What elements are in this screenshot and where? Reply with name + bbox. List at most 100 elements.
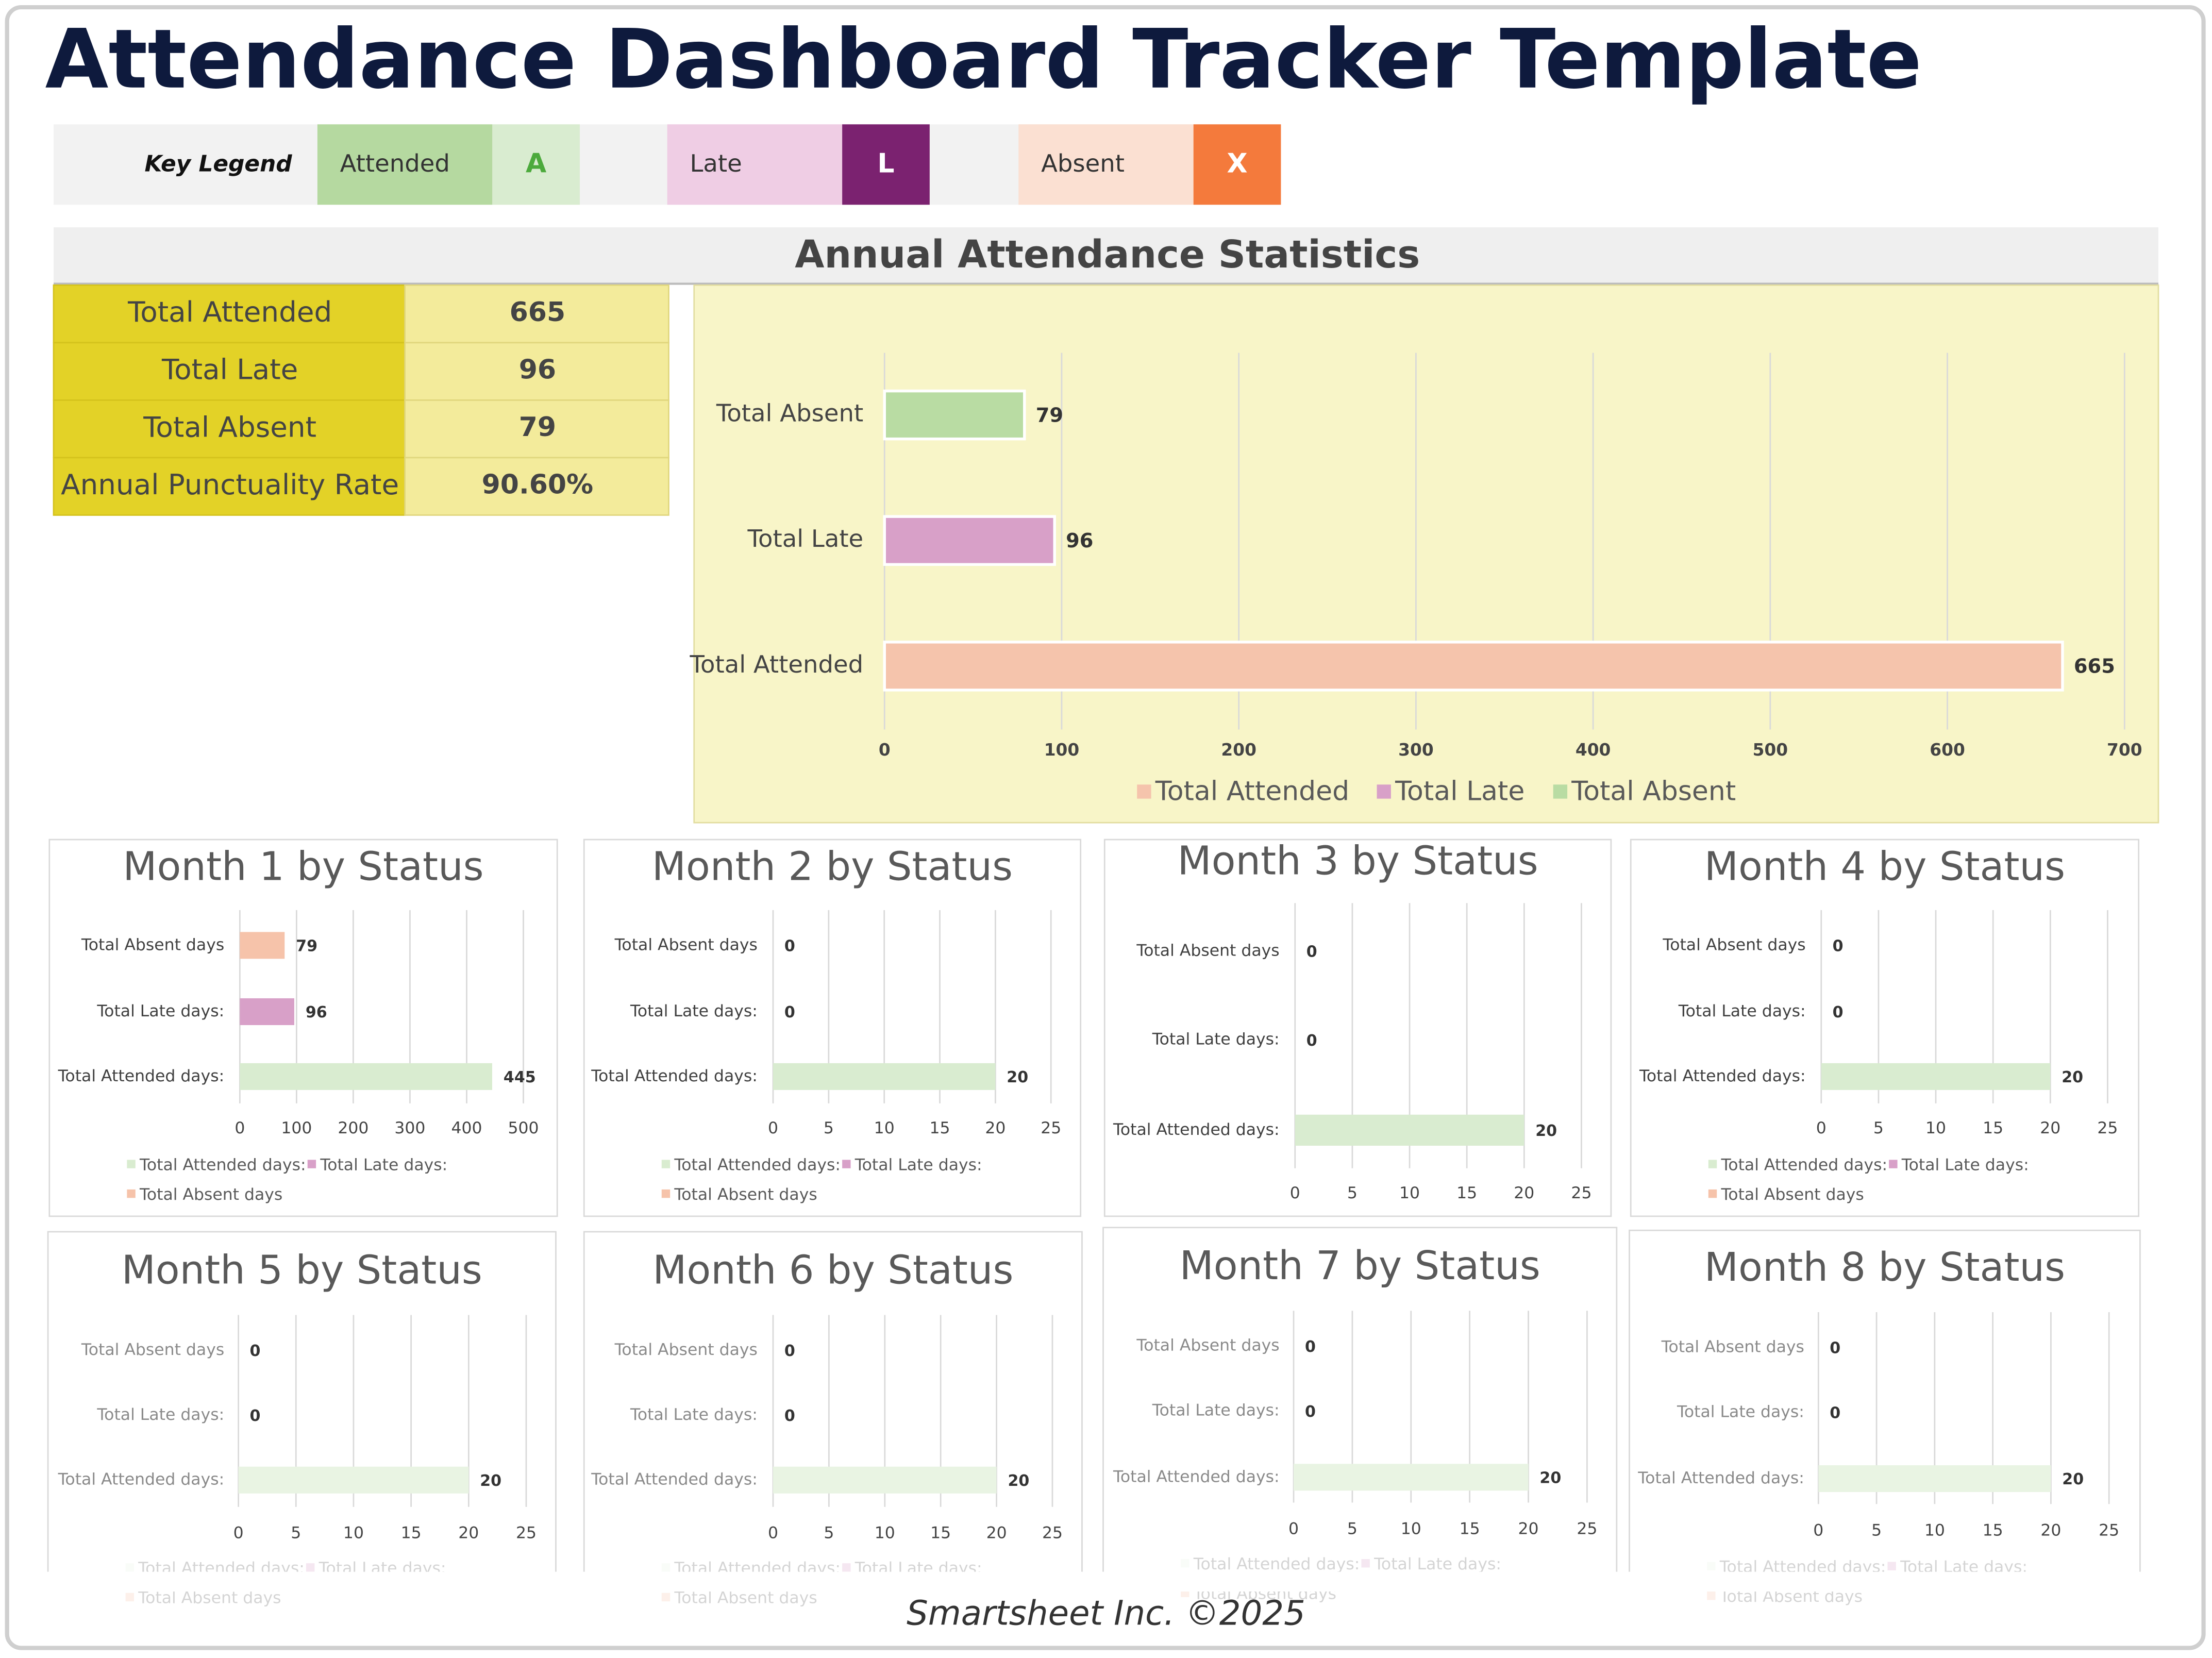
x-tick-label: 0 — [233, 1524, 244, 1543]
legend-marker — [842, 1160, 851, 1168]
page-title: Attendance Dashboard Tracker Template — [45, 12, 1922, 107]
footer: Smartsheet Inc. ©2025 — [907, 1594, 1305, 1633]
legend-entry: Total Late days: — [1901, 1155, 2029, 1174]
value-label: 20 — [480, 1472, 501, 1490]
x-tick-label: 5 — [291, 1524, 301, 1543]
value-label: 20 — [1008, 1472, 1029, 1490]
x-tick-label: 5 — [824, 1524, 834, 1543]
bar — [1821, 1063, 2051, 1090]
x-tick-label: 0 — [768, 1524, 778, 1543]
legend-marker — [1887, 1562, 1896, 1570]
category-label: Total Attended days: — [1637, 1469, 1804, 1487]
x-tick-label: 5 — [824, 1119, 834, 1137]
chart-title: Month 5 by Status — [122, 1247, 482, 1293]
x-tick-label: 200 — [338, 1119, 368, 1137]
x-tick-label: 600 — [1930, 740, 1965, 760]
legend-code-cell — [1193, 124, 1281, 205]
bar — [238, 1466, 469, 1494]
x-tick-label: 500 — [1753, 740, 1788, 760]
category-label: Total Late days: — [630, 1002, 758, 1020]
x-tick-label: 15 — [1456, 1184, 1477, 1202]
legend-name-cell — [1018, 124, 1194, 205]
x-tick-label: 5 — [1347, 1184, 1358, 1202]
x-tick-label: 20 — [1518, 1520, 1539, 1538]
stats-value-cell — [404, 342, 669, 401]
category-label: Total Absent days — [614, 1341, 758, 1359]
legend-name-cell — [317, 124, 493, 205]
category-label: Total Absent days — [1661, 1337, 1804, 1356]
x-tick-label: 0 — [1290, 1184, 1300, 1202]
category-label: Total Attended days: — [58, 1067, 225, 1085]
x-tick-label: 20 — [2040, 1119, 2060, 1137]
legend-entry: Total Late — [1395, 776, 1524, 807]
category-label: Total Late days: — [96, 1002, 224, 1020]
bar — [773, 1063, 996, 1090]
stats-value: 96 — [519, 355, 556, 386]
x-tick-label: 15 — [401, 1524, 422, 1543]
stats-title: Annual Attendance Statistics — [795, 232, 1420, 277]
stats-value: 79 — [519, 412, 556, 443]
category-label: Total Late days: — [1152, 1030, 1280, 1049]
value-label: 79 — [1036, 404, 1063, 427]
bar — [773, 1466, 997, 1494]
value-label: 0 — [784, 1342, 795, 1360]
category-label: Total Absent days — [81, 935, 224, 954]
bar — [1295, 1114, 1524, 1146]
legend-entry: Total Attended days: — [674, 1155, 841, 1174]
x-tick-label: 5 — [1871, 1521, 1882, 1539]
x-tick-label: 15 — [1983, 1119, 2003, 1137]
value-label: 20 — [1535, 1122, 1557, 1140]
x-tick-label: 15 — [1983, 1521, 2003, 1539]
legend-entry: Total Late days: — [320, 1155, 447, 1174]
legend-code-cell — [492, 124, 580, 205]
x-tick-label: 0 — [1816, 1119, 1826, 1137]
x-tick-label: 10 — [1924, 1521, 1945, 1539]
stats-label: Annual Punctuality Rate — [61, 468, 399, 501]
value-label: 20 — [1007, 1068, 1028, 1086]
category-label: Total Late days: — [1678, 1002, 1806, 1020]
bar — [883, 515, 1056, 566]
bar — [240, 998, 294, 1025]
legend-marker — [307, 1160, 316, 1168]
legend-name: Absent — [1041, 149, 1125, 177]
x-tick-label: 25 — [2097, 1119, 2118, 1137]
x-tick-label: 400 — [1576, 740, 1611, 760]
value-label: 0 — [784, 1407, 795, 1425]
value-label: 0 — [1305, 1338, 1316, 1356]
legend-entry: Total Attended days: — [1720, 1155, 1887, 1174]
bar — [240, 1063, 492, 1090]
legend-code: A — [526, 148, 546, 179]
chart-title: Month 6 by Status — [652, 1247, 1013, 1293]
legend-marker — [1708, 1189, 1717, 1198]
legend-marker — [1361, 1559, 1370, 1568]
chart-panel — [1103, 839, 1612, 1217]
legend-entry: Total Absent days — [674, 1185, 817, 1204]
value-label: 0 — [1833, 937, 1844, 956]
category-label: Total Late days: — [1677, 1402, 1804, 1421]
legend-entry: Total Late days: — [1373, 1555, 1501, 1573]
category-label: Total Late days: — [96, 1405, 224, 1424]
value-label: 0 — [1833, 1003, 1844, 1021]
value-label: 445 — [504, 1068, 536, 1086]
legend-marker — [1707, 1562, 1716, 1570]
value-label: 0 — [1306, 1032, 1317, 1050]
stats-value-cell — [404, 399, 669, 459]
stats-label-cell — [53, 284, 406, 344]
x-tick-label: 400 — [451, 1119, 482, 1137]
legend-name: Attended — [340, 149, 450, 177]
x-tick-label: 20 — [1514, 1184, 1534, 1202]
legend-marker — [842, 1563, 851, 1572]
stats-value: 665 — [510, 297, 566, 328]
legend-marker — [125, 1563, 135, 1572]
value-label: 0 — [1306, 943, 1317, 961]
legend-marker — [306, 1563, 315, 1572]
legend-marker — [1708, 1160, 1717, 1168]
x-tick-label: 10 — [343, 1524, 364, 1543]
x-tick-label: 700 — [2107, 740, 2142, 760]
stats-value-cell — [404, 457, 669, 516]
category-label: Total Absent days — [1662, 935, 1805, 954]
legend-marker — [1137, 784, 1151, 799]
category-label: Total Attended days: — [591, 1067, 758, 1085]
x-tick-label: 0 — [1813, 1521, 1823, 1539]
x-tick-label: 300 — [1398, 740, 1434, 760]
